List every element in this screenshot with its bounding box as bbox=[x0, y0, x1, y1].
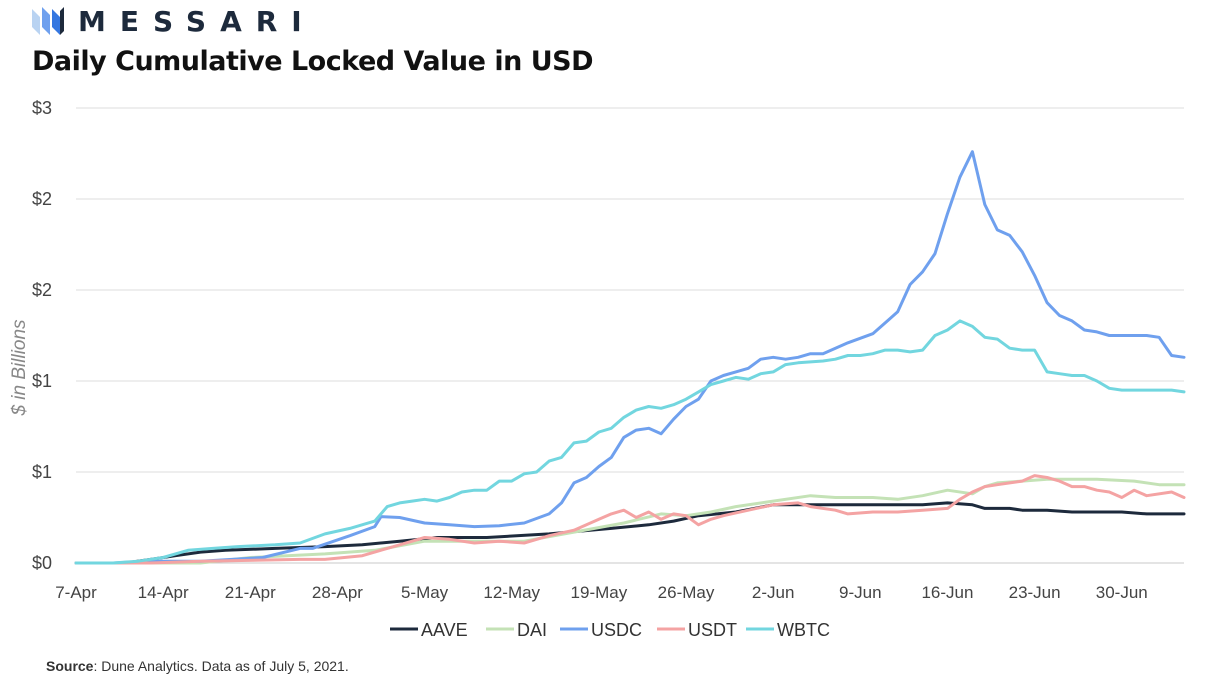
legend-label-usdt: USDT bbox=[688, 620, 737, 640]
brand-name: MESSARI bbox=[78, 4, 316, 38]
x-tick-label: 21-Apr bbox=[225, 583, 276, 602]
x-tick-label: 2-Jun bbox=[752, 583, 795, 602]
series-line-usdc bbox=[74, 150, 1186, 565]
y-axis-title: $ in Billions bbox=[9, 319, 30, 417]
series-line-wbtc bbox=[74, 319, 1186, 565]
legend-label-wbtc: WBTC bbox=[777, 620, 830, 640]
y-tick-label: $2 bbox=[32, 280, 52, 300]
y-tick-label: $1 bbox=[32, 462, 52, 482]
x-tick-label: 23-Jun bbox=[1009, 583, 1061, 602]
legend-label-aave: AAVE bbox=[421, 620, 468, 640]
x-tick-label: 16-Jun bbox=[921, 583, 973, 602]
y-tick-label: $0 bbox=[32, 553, 52, 573]
y-tick-label: $1 bbox=[32, 371, 52, 391]
x-tick-label: 30-Jun bbox=[1096, 583, 1148, 602]
x-tick-label: 28-Apr bbox=[312, 583, 363, 602]
legend-label-dai: DAI bbox=[517, 620, 547, 640]
x-tick-label: 7-Apr bbox=[55, 583, 97, 602]
x-tick-label: 14-Apr bbox=[138, 583, 189, 602]
source-note: Source: Dune Analytics. Data as of July … bbox=[46, 658, 349, 674]
source-text: : Dune Analytics. Data as of July 5, 202… bbox=[93, 658, 349, 674]
chart-title: Daily Cumulative Locked Value in USD bbox=[32, 46, 594, 77]
y-tick-label: $3 bbox=[32, 98, 52, 118]
y-tick-label: $2 bbox=[32, 189, 52, 209]
brand-header: MESSARI bbox=[30, 4, 316, 38]
legend-label-usdc: USDC bbox=[591, 620, 642, 640]
messari-logo-icon bbox=[32, 7, 64, 35]
series-line-usdt bbox=[74, 474, 1186, 565]
x-tick-label: 19-May bbox=[571, 583, 628, 602]
x-tick-label: 5-May bbox=[401, 583, 449, 602]
series-line-aave bbox=[74, 501, 1186, 565]
x-tick-label: 26-May bbox=[658, 583, 715, 602]
x-tick-label: 9-Jun bbox=[839, 583, 882, 602]
source-label: Source bbox=[46, 658, 94, 674]
x-tick-label: 12-May bbox=[483, 583, 540, 602]
